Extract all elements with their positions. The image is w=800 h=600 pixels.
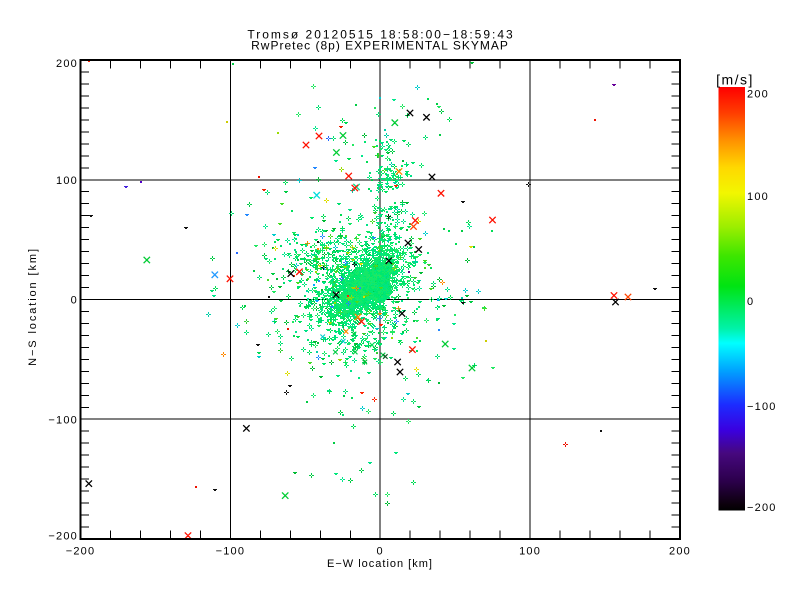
svg-text:100: 100 — [747, 191, 769, 203]
svg-text:200: 200 — [56, 58, 78, 70]
svg-text:N−S location [km]: N−S location [km] — [27, 247, 39, 366]
svg-text:200: 200 — [747, 88, 769, 100]
svg-text:Tromsø 20120515 18:58:00−18:59: Tromsø 20120515 18:58:00−18:59:43 — [247, 27, 514, 41]
svg-text:E−W location [km]: E−W location [km] — [327, 558, 433, 570]
svg-text:100: 100 — [56, 175, 78, 187]
svg-text:−100: −100 — [747, 401, 777, 413]
svg-text:100: 100 — [519, 545, 541, 557]
svg-text:−100: −100 — [48, 414, 78, 426]
svg-text:RwPretec (8p) EXPERIMENTAL SKY: RwPretec (8p) EXPERIMENTAL SKYMAP — [251, 38, 509, 52]
svg-text:0: 0 — [747, 296, 754, 308]
svg-text:−200: −200 — [747, 502, 777, 514]
svg-text:−200: −200 — [48, 531, 78, 543]
svg-text:−200: −200 — [66, 545, 96, 557]
svg-text:[m/s]: [m/s] — [716, 72, 754, 88]
svg-text:0: 0 — [71, 295, 78, 307]
svg-text:0: 0 — [377, 545, 384, 557]
svg-text:200: 200 — [669, 545, 691, 557]
svg-text:−100: −100 — [216, 545, 246, 557]
